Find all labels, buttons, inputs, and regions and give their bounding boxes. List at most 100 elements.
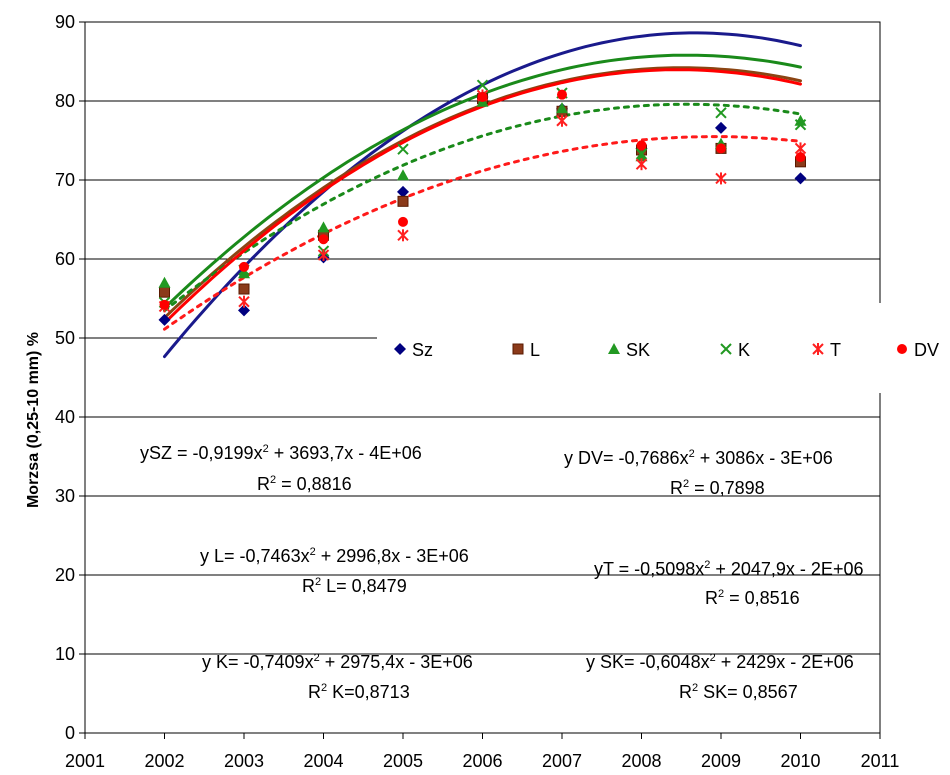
marker-sk-2003 (238, 267, 250, 279)
equation-t: yT = -0,5098x2 + 2047,9x - 2E+06 (594, 559, 864, 579)
marker-sz-2005-shape (397, 185, 409, 198)
r2-sz: R2 = 0,8816 (257, 474, 352, 494)
marker-k-2006 (476, 79, 489, 91)
legend-marker-k (720, 343, 732, 355)
x-tick-label-2002: 2002 (144, 751, 184, 771)
trendline-t (163, 135, 802, 331)
x-tick-label-2003: 2003 (224, 751, 264, 771)
y-tick-label-20: 20 (55, 565, 75, 585)
marker-sk-2004 (317, 221, 330, 233)
marker-t-2004 (317, 249, 330, 262)
marker-sz-2005 (397, 185, 409, 198)
marker-l-2002-shape (159, 286, 170, 298)
r2-sk: R2 SK= 0,8567 (679, 682, 798, 702)
axes: 0 10 20 30 40 50 60 70 80 90 2001 2002 2003 2004 2005 2… (55, 12, 899, 771)
marker-l-2005 (397, 195, 409, 207)
marker-sz-2003-shape (238, 304, 250, 317)
y-tick-label-70: 70 (55, 170, 75, 190)
legend-label-k: K (738, 340, 750, 360)
legend-label-t: T (830, 340, 841, 360)
marker-dv-2009 (716, 143, 726, 154)
marker-sk-2003-shape (238, 267, 250, 279)
marker-sk-2007-shape (556, 102, 568, 114)
x-tick-label-2006: 2006 (462, 751, 502, 771)
equation-sk: y SK= -0,6048x2 + 2429x - 2E+06 (586, 652, 854, 672)
marker-k-2009-stroke-b (715, 107, 727, 119)
trendline-dv (163, 68, 802, 325)
marker-dv-2010-shape (795, 152, 806, 163)
y-tick-label-90: 90 (55, 12, 75, 32)
marker-dv-2004-shape (318, 234, 329, 245)
marker-l-2003 (238, 283, 250, 295)
marker-sz-2002-shape (158, 313, 171, 326)
legend-marker-t (812, 343, 824, 355)
marker-l-2005-shape (397, 195, 409, 207)
marker-k-2010-stroke-b (794, 118, 807, 131)
x-tick-label-2009: 2009 (701, 751, 741, 771)
marker-t-2008 (635, 158, 648, 171)
marker-t-2007 (556, 114, 568, 127)
marker-k-2005-stroke-b (397, 143, 409, 155)
marker-t-2009 (715, 172, 727, 185)
y-axis-title: Morzsa (0,25-10 mm) % (25, 332, 42, 508)
x-tick-label-2004: 2004 (303, 751, 343, 771)
marker-dv-2007-shape (557, 89, 567, 100)
legend-label-sk: SK (626, 340, 650, 360)
y-tick-label-30: 30 (55, 486, 75, 506)
marker-k-2009 (715, 107, 727, 119)
marker-l-2002 (159, 286, 170, 298)
y-tick-label-50: 50 (55, 328, 75, 348)
marker-dv-2009-shape (716, 143, 726, 154)
marker-sk-2005 (397, 169, 409, 181)
legend-marker-dv (897, 344, 907, 354)
marker-sz-2002 (158, 313, 171, 326)
marker-sz-2009-shape (715, 121, 727, 134)
marker-dv-2006 (477, 92, 488, 103)
marker-sk-2007 (556, 102, 568, 114)
legend-marker-l (512, 343, 524, 355)
marker-dv-2010 (795, 152, 806, 163)
marker-dv-2008 (636, 140, 647, 151)
y-tick-label-0: 0 (65, 723, 75, 743)
r2-dv: R2 = 0,7898 (670, 478, 765, 498)
y-tick-label-60: 60 (55, 249, 75, 269)
marker-dv-2003 (239, 261, 249, 272)
marker-sz-2010-shape (794, 172, 807, 185)
legend-marker-sk (608, 343, 620, 354)
legend: Sz L SK K T DV (377, 303, 950, 393)
marker-k-2008-stroke-b (635, 148, 648, 160)
r2-k: R2 K=0,8713 (308, 682, 410, 702)
legend-marker-sz (394, 343, 406, 355)
legend-marker-k-stroke-b (720, 343, 732, 355)
legend-box (377, 303, 950, 393)
marker-l-2003-shape (238, 283, 250, 295)
marker-t-2005 (397, 229, 409, 242)
marker-k-2006-stroke-b (476, 79, 489, 91)
equation-k: y K= -0,7409x2 + 2975,4x - 3E+06 (202, 652, 473, 672)
legend-label-dv: DV (914, 340, 939, 360)
marker-sk-2004-shape (317, 221, 330, 233)
equation-sz: ySZ = -0,9199x2 + 3693,7x - 4E+06 (140, 443, 422, 463)
legend-marker-sz-shape (394, 343, 406, 355)
marker-k-2005 (397, 143, 409, 155)
marker-dv-2004 (318, 234, 329, 245)
legend-marker-sk-shape (608, 343, 620, 354)
y-tick-label-40: 40 (55, 407, 75, 427)
x-tick-label-2001: 2001 (65, 751, 105, 771)
marker-dv-2008-shape (636, 140, 647, 151)
marker-sk-2002-shape (158, 276, 171, 288)
legend-label-l: L (530, 340, 540, 360)
marker-sz-2003 (238, 304, 250, 317)
legend-marker-l-shape (512, 343, 524, 355)
marker-dv-2003-shape (239, 261, 249, 272)
marker-dv-2007 (557, 89, 567, 100)
marker-dv-2005-shape (398, 216, 408, 227)
y-tick-label-80: 80 (55, 91, 75, 111)
x-tick-label-2011: 2011 (861, 751, 900, 771)
marker-sk-2005-shape (397, 169, 409, 181)
equation-dv: y DV= -0,7686x2 + 3086x - 3E+06 (564, 448, 833, 468)
marker-dv-2002-shape (159, 299, 170, 310)
equation-l: y L= -0,7463x2 + 2996,8x - 3E+06 (200, 546, 469, 566)
x-tick-label-2007: 2007 (542, 751, 582, 771)
